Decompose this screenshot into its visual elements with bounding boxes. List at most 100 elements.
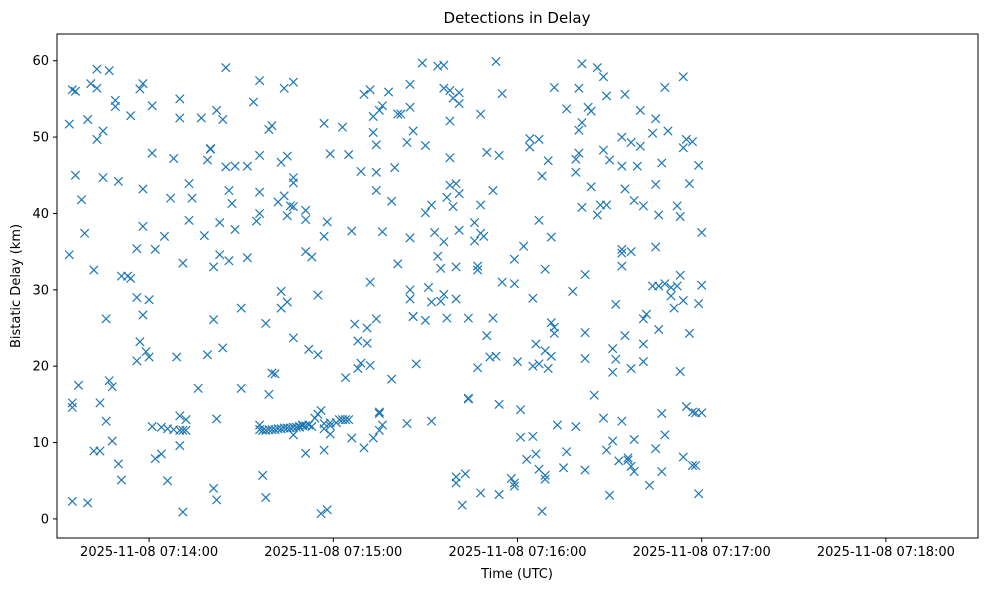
data-point: [657, 466, 667, 477]
y-tick-label: 0: [41, 512, 49, 527]
data-point: [270, 369, 280, 379]
data-point: [476, 488, 486, 498]
data-point: [76, 195, 87, 205]
data-point: [506, 473, 516, 484]
data-point: [491, 56, 501, 67]
data-point: [101, 416, 111, 426]
data-point: [377, 227, 388, 237]
data-point: [651, 114, 661, 124]
data-point: [132, 356, 142, 366]
data-point: [371, 314, 381, 324]
data-point: [64, 119, 74, 129]
data-point: [208, 314, 219, 325]
data-point: [687, 407, 698, 417]
data-point: [635, 141, 645, 151]
y-tick-label: 30: [32, 283, 49, 298]
data-point: [482, 147, 492, 157]
data-point: [574, 148, 584, 158]
data-point: [687, 460, 698, 471]
data-point: [95, 446, 105, 456]
data-point: [469, 236, 480, 246]
data-point: [291, 422, 302, 432]
data-point: [175, 440, 185, 451]
data-point: [288, 201, 299, 212]
data-point: [396, 109, 406, 119]
data-point: [571, 167, 581, 177]
data-point: [611, 354, 621, 364]
data-point: [497, 88, 507, 99]
data-point: [694, 298, 704, 309]
data-point: [236, 383, 246, 393]
data-point: [172, 352, 182, 362]
data-point: [254, 150, 265, 161]
data-point: [608, 367, 618, 377]
data-point: [426, 297, 437, 307]
data-point: [690, 460, 701, 471]
data-point: [463, 313, 474, 323]
data-point: [546, 232, 556, 242]
data-point: [374, 105, 384, 115]
data-point: [436, 296, 446, 306]
data-point: [175, 94, 185, 104]
data-point: [657, 158, 667, 168]
data-point: [687, 137, 698, 147]
data-point: [377, 420, 388, 430]
data-point: [454, 98, 464, 109]
data-point: [528, 293, 538, 303]
data-point: [509, 481, 520, 491]
data-point: [601, 445, 612, 455]
data-point: [571, 154, 581, 164]
data-point: [592, 62, 602, 73]
data-point: [660, 430, 670, 440]
data-point: [393, 109, 403, 119]
data-point: [371, 140, 381, 150]
data-point: [460, 469, 470, 479]
data-point: [509, 254, 520, 264]
data-point: [672, 281, 682, 291]
data-point: [586, 106, 596, 116]
data-point: [184, 215, 194, 225]
data-point: [604, 490, 615, 500]
data-point: [617, 416, 627, 426]
data-point: [445, 116, 455, 126]
data-point: [620, 184, 630, 194]
data-point: [337, 122, 348, 132]
data-point: [684, 179, 695, 189]
data-point: [83, 114, 93, 125]
data-point: [497, 277, 507, 287]
data-point: [67, 402, 77, 413]
data-point: [678, 452, 688, 462]
data-point: [472, 261, 483, 271]
data-point: [558, 463, 569, 473]
data-point: [138, 184, 148, 194]
data-point: [113, 176, 124, 187]
data-point: [184, 179, 194, 189]
data-point: [571, 421, 581, 432]
data-point: [617, 161, 627, 171]
data-point: [537, 171, 547, 181]
data-point: [368, 433, 378, 443]
data-point: [546, 351, 556, 361]
data-point: [436, 263, 446, 274]
data-point: [694, 160, 704, 170]
data-point: [374, 407, 384, 417]
data-point: [433, 251, 443, 261]
data-point: [604, 155, 615, 165]
data-point: [316, 405, 326, 416]
data-point: [537, 506, 547, 516]
data-point: [150, 453, 160, 464]
data-point: [221, 162, 231, 172]
data-point: [193, 383, 203, 393]
data-point: [282, 297, 292, 307]
data-point: [531, 339, 541, 349]
data-point: [635, 105, 645, 115]
data-point: [196, 113, 206, 123]
data-point: [344, 415, 354, 425]
data-point: [230, 161, 240, 171]
data-point: [230, 224, 240, 235]
data-point: [469, 217, 480, 228]
data-point: [675, 366, 685, 377]
data-point: [325, 421, 335, 431]
data-point: [340, 373, 351, 383]
data-point: [135, 337, 145, 347]
